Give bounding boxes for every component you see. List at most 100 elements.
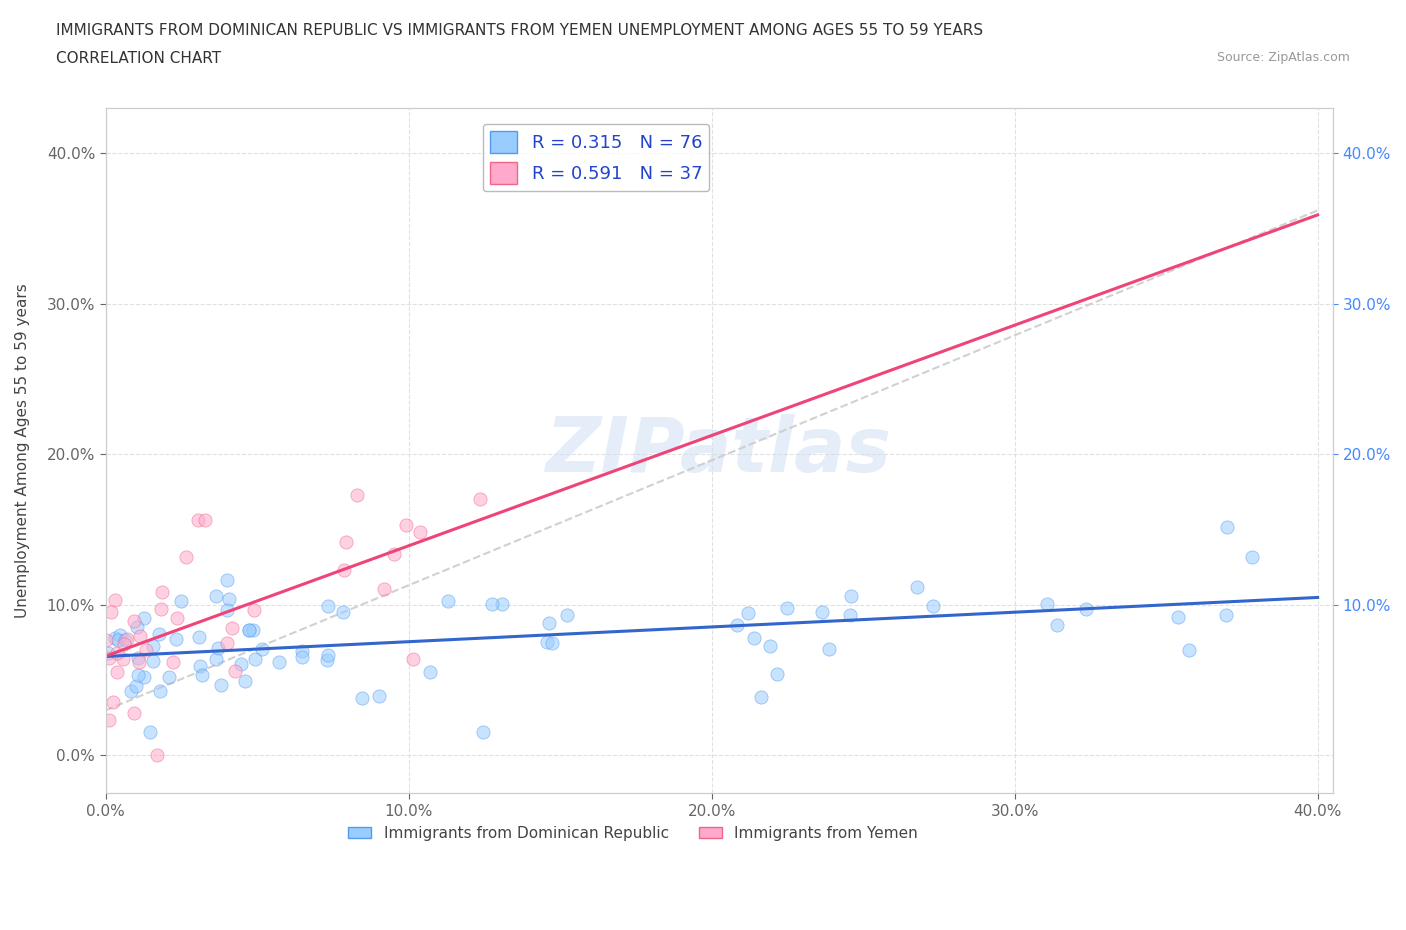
Point xyxy=(188,658,211,673)
Point xyxy=(749,689,772,704)
Point xyxy=(437,593,460,608)
Point xyxy=(150,584,173,599)
Point xyxy=(124,614,146,629)
Point xyxy=(120,684,142,698)
Point xyxy=(229,657,252,671)
Point xyxy=(218,591,240,606)
Text: ZIPatlas: ZIPatlas xyxy=(546,414,893,487)
Point xyxy=(395,517,418,532)
Y-axis label: Unemployment Among Ages 55 to 59 years: Unemployment Among Ages 55 to 59 years xyxy=(15,283,30,618)
Point xyxy=(127,650,149,665)
Point xyxy=(142,638,165,653)
Point xyxy=(233,673,256,688)
Point xyxy=(839,608,862,623)
Point xyxy=(100,604,122,619)
Point xyxy=(149,684,172,698)
Point xyxy=(224,663,246,678)
Point xyxy=(98,651,121,666)
Point xyxy=(217,636,239,651)
Text: Source: ZipAtlas.com: Source: ZipAtlas.com xyxy=(1216,51,1350,64)
Point xyxy=(839,589,862,604)
Point xyxy=(1215,519,1237,534)
Point xyxy=(922,599,945,614)
Point xyxy=(111,652,134,667)
Point xyxy=(905,579,928,594)
Point xyxy=(242,623,264,638)
Point xyxy=(332,604,354,619)
Point xyxy=(346,487,368,502)
Point xyxy=(124,678,146,693)
Point xyxy=(555,608,578,623)
Point xyxy=(1046,618,1069,632)
Point xyxy=(243,652,266,667)
Point xyxy=(114,632,136,647)
Point xyxy=(221,620,243,635)
Point xyxy=(291,650,314,665)
Point xyxy=(191,667,214,682)
Point xyxy=(217,573,239,588)
Point xyxy=(810,604,832,619)
Point xyxy=(818,641,841,656)
Point xyxy=(132,611,155,626)
Point xyxy=(165,631,187,646)
Point xyxy=(127,668,149,683)
Point xyxy=(104,631,127,645)
Point xyxy=(776,600,799,615)
Point xyxy=(124,705,146,720)
Point xyxy=(468,491,491,506)
Point xyxy=(148,626,170,641)
Legend: Immigrants from Dominican Republic, Immigrants from Yemen: Immigrants from Dominican Republic, Immi… xyxy=(342,820,924,847)
Point xyxy=(725,618,748,632)
Point xyxy=(758,639,780,654)
Point xyxy=(242,603,264,618)
Point xyxy=(1240,550,1263,565)
Point xyxy=(204,589,226,604)
Point xyxy=(128,655,150,670)
Point xyxy=(134,670,156,684)
Point xyxy=(169,594,191,609)
Point xyxy=(209,678,232,693)
Point xyxy=(382,546,405,561)
Point xyxy=(112,637,135,652)
Point xyxy=(373,582,395,597)
Point xyxy=(104,592,127,607)
Point xyxy=(335,535,357,550)
Point xyxy=(1215,607,1237,622)
Point xyxy=(765,667,787,682)
Point xyxy=(367,688,389,703)
Point xyxy=(419,665,441,680)
Point xyxy=(105,646,128,661)
Point xyxy=(215,603,238,618)
Point xyxy=(1036,596,1059,611)
Point xyxy=(1167,610,1189,625)
Point xyxy=(129,629,152,644)
Point xyxy=(205,651,228,666)
Point xyxy=(125,619,148,634)
Point xyxy=(250,642,273,657)
Point xyxy=(135,643,157,658)
Text: CORRELATION CHART: CORRELATION CHART xyxy=(56,51,221,66)
Point xyxy=(187,513,209,528)
Point xyxy=(472,724,495,739)
Point xyxy=(540,635,562,650)
Point xyxy=(408,525,430,539)
Point xyxy=(101,695,124,710)
Point xyxy=(332,563,354,578)
Point xyxy=(166,610,188,625)
Point xyxy=(491,597,513,612)
Point xyxy=(481,597,503,612)
Point xyxy=(207,641,229,656)
Point xyxy=(291,644,314,658)
Point xyxy=(737,605,759,620)
Point xyxy=(536,635,558,650)
Text: IMMIGRANTS FROM DOMINICAN REPUBLIC VS IMMIGRANTS FROM YEMEN UNEMPLOYMENT AMONG A: IMMIGRANTS FROM DOMINICAN REPUBLIC VS IM… xyxy=(56,23,983,38)
Point xyxy=(157,670,180,684)
Point xyxy=(316,598,339,613)
Point xyxy=(110,628,132,643)
Point xyxy=(97,712,120,727)
Point xyxy=(149,602,172,617)
Point xyxy=(97,645,120,660)
Point xyxy=(187,630,209,644)
Point xyxy=(316,653,339,668)
Point xyxy=(744,631,766,645)
